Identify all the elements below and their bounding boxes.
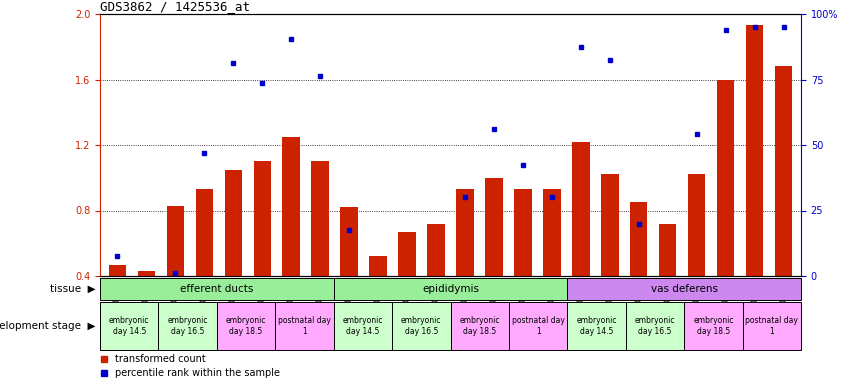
Bar	[100, 278, 334, 300]
Text: embryonic
day 18.5: embryonic day 18.5	[225, 316, 267, 336]
Text: embryonic
day 18.5: embryonic day 18.5	[459, 316, 500, 336]
Bar	[283, 137, 300, 341]
Bar	[158, 302, 217, 350]
Bar	[568, 278, 801, 300]
Bar	[196, 189, 213, 341]
Bar	[457, 189, 473, 341]
Bar	[399, 232, 415, 341]
Text: epididymis: epididymis	[422, 284, 479, 294]
Bar	[369, 257, 387, 341]
Text: vas deferens: vas deferens	[651, 284, 717, 294]
Bar	[334, 302, 392, 350]
Bar	[392, 302, 451, 350]
Bar	[167, 205, 184, 341]
Bar	[743, 302, 801, 350]
Bar	[341, 207, 357, 341]
Bar	[746, 25, 764, 341]
Text: postnatal day
1: postnatal day 1	[278, 316, 331, 336]
Text: embryonic
day 14.5: embryonic day 14.5	[576, 316, 616, 336]
Text: embryonic
day 18.5: embryonic day 18.5	[693, 316, 733, 336]
Text: GDS3862 / 1425536_at: GDS3862 / 1425536_at	[100, 0, 250, 13]
Text: postnatal day
1: postnatal day 1	[745, 316, 798, 336]
Bar	[572, 142, 590, 341]
Bar	[253, 161, 271, 341]
Bar	[100, 302, 158, 350]
Text: tissue  ▶: tissue ▶	[50, 284, 96, 294]
Bar	[659, 223, 676, 341]
Bar	[626, 302, 685, 350]
Bar	[334, 278, 568, 300]
Bar	[630, 202, 648, 341]
Bar	[568, 302, 626, 350]
Text: embryonic
day 16.5: embryonic day 16.5	[635, 316, 675, 336]
Bar	[514, 189, 532, 341]
Bar	[685, 302, 743, 350]
Bar	[225, 170, 242, 341]
Bar	[138, 271, 155, 341]
Bar	[601, 174, 618, 341]
Text: transformed count: transformed count	[115, 354, 206, 364]
Bar	[688, 174, 706, 341]
Text: embryonic
day 14.5: embryonic day 14.5	[109, 316, 150, 336]
Text: percentile rank within the sample: percentile rank within the sample	[115, 368, 280, 378]
Text: development stage  ▶: development stage ▶	[0, 321, 96, 331]
Bar	[451, 302, 509, 350]
Text: embryonic
day 14.5: embryonic day 14.5	[342, 316, 383, 336]
Bar	[543, 189, 561, 341]
Bar	[509, 302, 568, 350]
Bar	[775, 66, 792, 341]
Bar	[275, 302, 334, 350]
Bar	[217, 302, 275, 350]
Bar	[427, 223, 445, 341]
Text: efferent ducts: efferent ducts	[180, 284, 253, 294]
Bar	[717, 79, 734, 341]
Text: embryonic
day 16.5: embryonic day 16.5	[401, 316, 442, 336]
Bar	[311, 161, 329, 341]
Bar	[485, 178, 503, 341]
Text: postnatal day
1: postnatal day 1	[511, 316, 564, 336]
Bar	[108, 265, 126, 341]
Text: embryonic
day 16.5: embryonic day 16.5	[167, 316, 208, 336]
